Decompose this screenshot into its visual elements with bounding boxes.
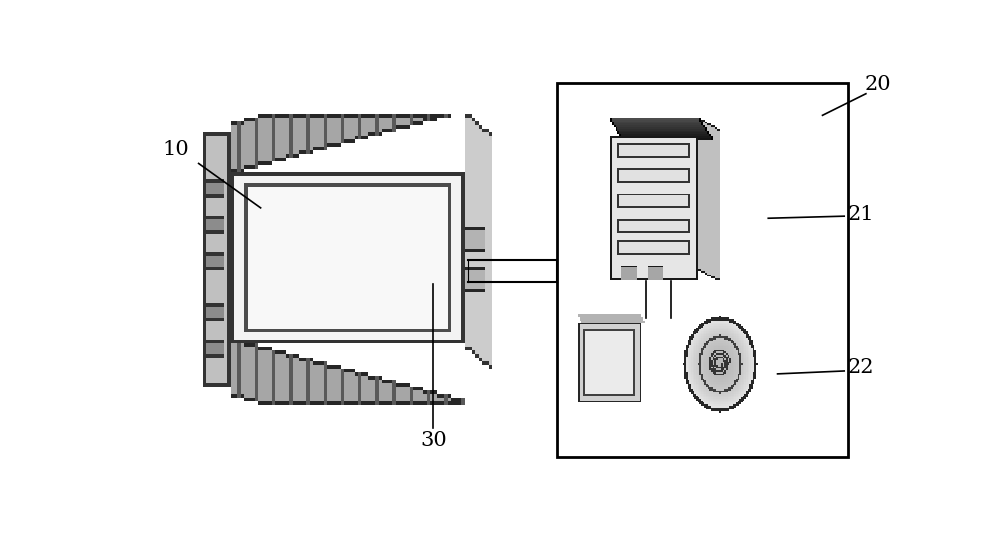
Text: 22: 22 — [848, 358, 874, 377]
Text: 30: 30 — [420, 431, 447, 450]
Text: 10: 10 — [162, 140, 189, 159]
Text: 21: 21 — [848, 205, 875, 224]
Text: 20: 20 — [865, 75, 892, 94]
Bar — [557, 84, 848, 457]
